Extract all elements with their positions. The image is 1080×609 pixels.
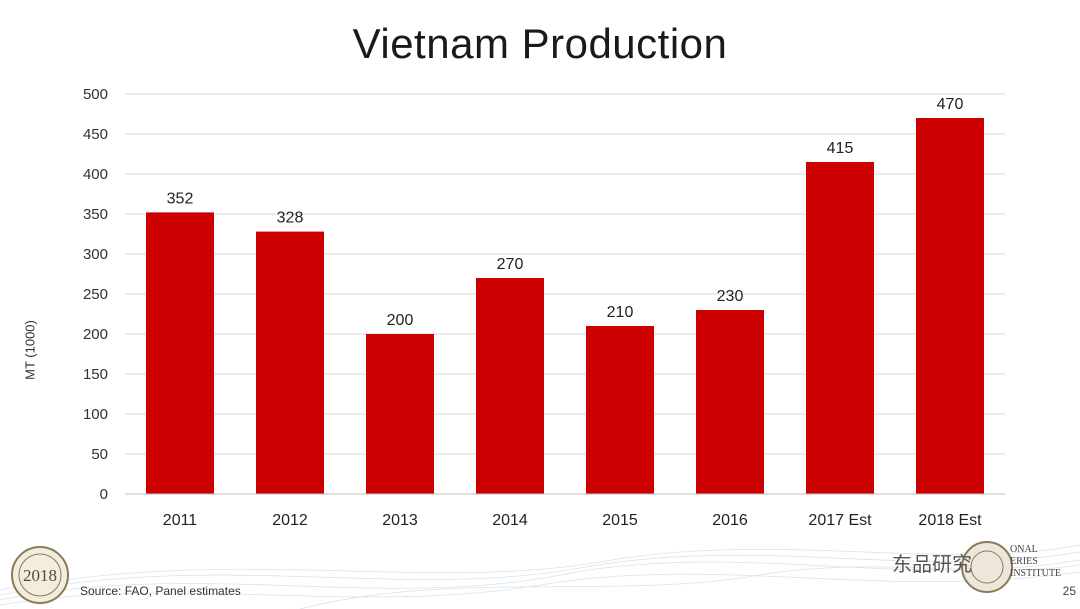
y-tick-label: 350 (83, 206, 108, 223)
bar (256, 231, 324, 494)
y-tick-label: 500 (83, 86, 108, 103)
y-tick-label: 100 (83, 406, 108, 423)
y-tick-label: 250 (83, 286, 108, 303)
x-tick-label: 2018 Est (918, 512, 982, 529)
bar (366, 334, 434, 494)
data-label: 470 (937, 96, 964, 113)
x-tick-label: 2016 (712, 512, 748, 529)
data-label: 210 (607, 304, 634, 321)
slide-title: Vietnam Production (352, 20, 728, 67)
data-label: 230 (717, 288, 744, 305)
data-label: 415 (827, 140, 854, 157)
y-tick-label: 300 (83, 246, 108, 263)
seal-year-text: 2018 (23, 566, 57, 585)
y-tick-label: 50 (91, 446, 108, 463)
watermark-text: 东品研究 (892, 552, 972, 576)
x-tick-label: 2012 (272, 512, 308, 529)
data-label: 270 (497, 256, 524, 273)
institute-seal-logo (961, 541, 1013, 593)
page-number: 25 (1062, 584, 1076, 598)
y-tick-label: 400 (83, 166, 108, 183)
x-tick-label: 2011 (163, 512, 198, 529)
bar (586, 326, 654, 494)
y-tick-label: 450 (83, 126, 108, 143)
institute-logo-line: ERIES (1010, 556, 1038, 567)
data-label: 200 (387, 312, 414, 329)
bar (696, 310, 764, 494)
data-label: 328 (277, 210, 304, 227)
y-tick-label: 0 (100, 486, 108, 503)
data-label: 352 (167, 190, 194, 207)
y-axis-label: MT (1000) (22, 320, 38, 380)
bar (476, 278, 544, 494)
bar (916, 118, 984, 494)
x-tick-label: 2013 (382, 512, 418, 529)
y-tick-label: 200 (83, 326, 108, 343)
y-tick-label: 150 (83, 366, 108, 383)
x-tick-label: 2014 (492, 512, 528, 529)
institute-logo-text: ONAL ERIES INSTITUTE (1010, 544, 1061, 580)
x-tick-label: 2017 Est (808, 512, 872, 529)
bar (806, 162, 874, 494)
bar (146, 212, 214, 494)
institute-logo-line: ONAL (1010, 544, 1038, 555)
conference-seal-logo: 2018 (11, 546, 69, 604)
x-tick-label: 2015 (602, 512, 638, 529)
institute-logo-line: INSTITUTE (1010, 568, 1062, 579)
source-note: Source: FAO, Panel estimates (80, 584, 241, 598)
